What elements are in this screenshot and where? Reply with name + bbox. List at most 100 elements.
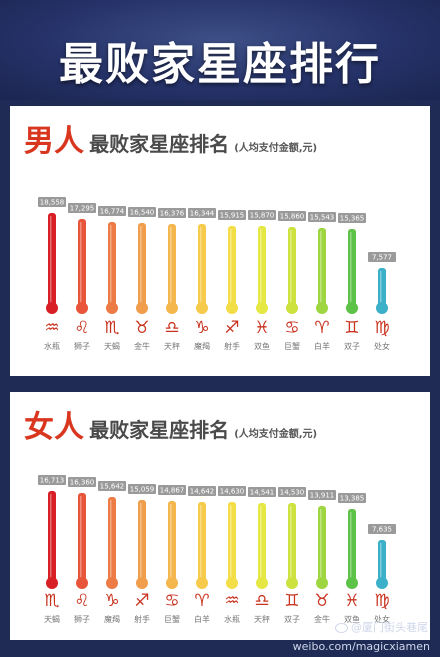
- female-zodiac-symbol-icon: ♎: [254, 591, 269, 611]
- female-bar-shine: [50, 494, 52, 578]
- female-bar-bulb: [136, 577, 148, 589]
- female-value-badge: [38, 475, 66, 485]
- female-bar: [318, 506, 326, 581]
- male-category-label: 狮子: [74, 342, 90, 351]
- female-bar-shine: [350, 512, 352, 578]
- female-value-label: 13,911: [310, 492, 335, 500]
- female-bar-shine: [80, 496, 82, 578]
- male-bar: [168, 224, 176, 306]
- female-bar: [108, 497, 116, 581]
- male-panel-heading: 男人 最败家星座排名 (人均支付金额,元): [24, 116, 317, 160]
- female-category-label: 白羊: [194, 614, 210, 624]
- male-bar-bulb: [346, 302, 358, 314]
- female-bar-shine: [230, 505, 232, 578]
- female-value-badge: [158, 485, 186, 495]
- male-zodiac-symbol-icon: ♓: [254, 318, 269, 338]
- male-bar-bulb: [196, 302, 208, 314]
- female-bar-shine: [290, 506, 292, 578]
- male-category-label: 处女: [374, 341, 390, 351]
- female-bar-bulb: [106, 577, 118, 589]
- male-value-badge: [218, 210, 246, 220]
- male-zodiac-symbol-icon: ♍: [374, 318, 389, 338]
- male-bar-bulb: [256, 302, 268, 314]
- male-zodiac-symbol-icon: ♏: [104, 318, 119, 338]
- female-bar: [168, 501, 176, 581]
- male-category-label: 射手: [224, 341, 240, 351]
- female-value-label: 13,385: [340, 495, 365, 503]
- male-bar-bulb: [286, 302, 298, 314]
- female-zodiac-symbol-icon: ♋: [164, 591, 179, 611]
- weibo-url: weibo.com/magicxiamen: [292, 640, 430, 653]
- male-value-label: 16,376: [160, 210, 185, 218]
- female-value-label: 7,635: [372, 526, 392, 534]
- male-bar-shine: [320, 231, 322, 303]
- male-ranking-chart: 18,558 ♒ 水瓶 17,295 ♌ 狮子 16,774 ♏ 天蝎 16,540 ♉ 金牛 16,3…: [38, 197, 396, 351]
- male-bar-bulb: [76, 302, 88, 314]
- male-zodiac-symbol-icon: ♋: [284, 318, 299, 338]
- female-category-label: 天秤: [254, 614, 270, 624]
- male-category-label: 金牛: [134, 341, 150, 351]
- male-value-badge: [278, 211, 306, 221]
- female-bar-bulb: [346, 577, 358, 589]
- female-bar-bulb: [226, 577, 238, 589]
- female-panel-heading: 女人 最败家星座排名 (人均支付金额,元): [24, 402, 317, 446]
- male-value-label: 15,870: [250, 212, 275, 220]
- female-value-label: 14,642: [190, 488, 215, 496]
- male-zodiac-symbol-icon: ♎: [164, 318, 179, 338]
- male-bar: [288, 227, 296, 306]
- male-bar-bulb: [136, 302, 148, 314]
- female-value-badge: [338, 493, 366, 503]
- female-zodiac-symbol-icon: ♓: [344, 591, 359, 611]
- male-bar-shine: [80, 222, 82, 303]
- male-category-label: 天秤: [164, 341, 180, 351]
- female-value-badge: [248, 487, 276, 497]
- female-bar-shine: [110, 500, 112, 578]
- female-bar-shine: [320, 509, 322, 578]
- female-category-label: 处女: [374, 614, 390, 624]
- female-bar: [378, 540, 386, 581]
- female-bar: [198, 502, 206, 581]
- male-category-label: 魔羯: [194, 341, 210, 351]
- female-category-label: 金牛: [314, 614, 330, 624]
- female-value-badge: [368, 524, 396, 534]
- male-bar-shine: [200, 227, 202, 303]
- male-bar: [378, 268, 386, 306]
- male-value-badge: [158, 208, 186, 218]
- female-zodiac-symbol-icon: ♌: [74, 591, 89, 611]
- female-category-label: 狮子: [74, 615, 90, 624]
- male-bar: [78, 219, 86, 306]
- male-bar-bulb: [46, 302, 58, 314]
- male-bar-shine: [260, 229, 262, 303]
- male-zodiac-symbol-icon: ♊: [344, 318, 359, 338]
- female-bar-shine: [260, 506, 262, 578]
- female-category-label: 射手: [134, 614, 150, 624]
- male-heading-note: (人均支付金额,元): [234, 143, 318, 154]
- female-value-label: 15,059: [130, 486, 155, 494]
- female-bar: [78, 493, 86, 581]
- male-bar: [138, 223, 146, 306]
- female-value-label: 14,867: [160, 487, 185, 495]
- female-value-label: 14,630: [220, 488, 245, 496]
- female-bar-shine: [170, 504, 172, 578]
- male-value-badge: [338, 213, 366, 223]
- male-bar: [108, 222, 116, 306]
- male-ranking-panel: 男人 最败家星座排名 (人均支付金额,元) 18,558 ♒ 水瓶 17,295 ♌ 狮子…: [10, 106, 430, 376]
- female-ranking-chart: 16,713 ♏ 天蝎 16,360 ♌ 狮子 15,642 ♑ 魔羯 15,059 ♐ 射手 14,8…: [38, 475, 396, 624]
- male-bar-bulb: [226, 302, 238, 314]
- male-bar-shine: [290, 230, 292, 303]
- male-category-label: 巨蟹: [284, 341, 300, 351]
- female-value-badge: [278, 487, 306, 497]
- male-bar-shine: [110, 225, 112, 303]
- male-value-label: 7,577: [372, 254, 392, 262]
- female-zodiac-symbol-icon: ♊: [284, 591, 299, 611]
- female-bar-shine: [200, 505, 202, 578]
- female-category-label: 魔羯: [104, 614, 120, 624]
- female-bar-shine: [140, 503, 142, 578]
- male-heading-main: 男人: [24, 124, 84, 159]
- female-bar-bulb: [256, 577, 268, 589]
- female-zodiac-symbol-icon: ♈: [194, 591, 209, 611]
- female-zodiac-symbol-icon: ♒: [224, 591, 239, 611]
- female-zodiac-symbol-icon: ♏: [44, 591, 59, 611]
- male-heading-rest: 最败家星座排名: [89, 132, 230, 156]
- female-value-badge: [218, 486, 246, 496]
